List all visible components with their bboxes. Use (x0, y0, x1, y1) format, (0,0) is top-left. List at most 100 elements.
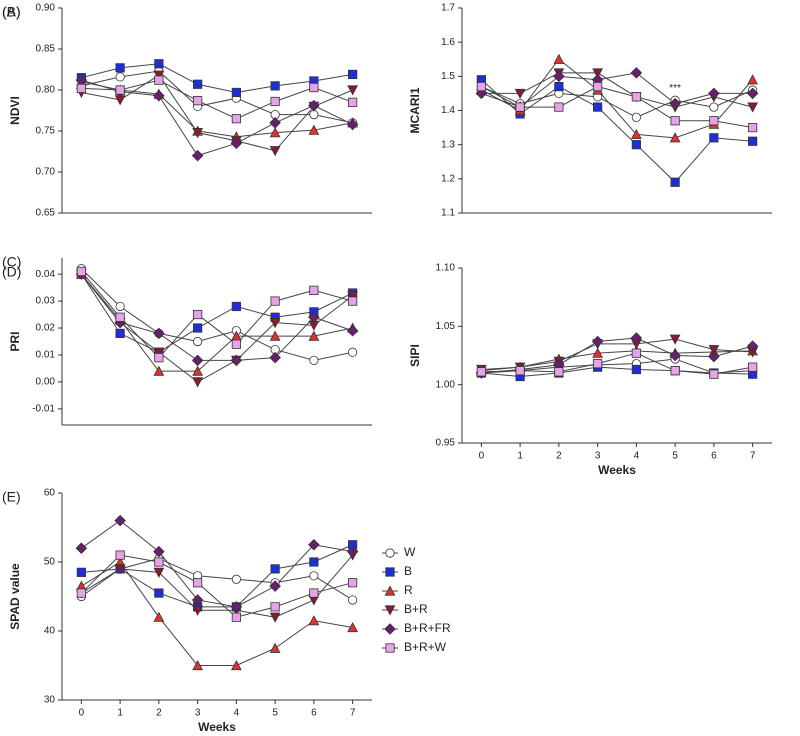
panel-label: (A) (2, 4, 21, 20)
series-line (481, 86, 753, 129)
marker (193, 96, 203, 106)
marker (708, 87, 720, 100)
y-tick-label: 1.7 (441, 3, 455, 14)
marker (554, 81, 564, 92)
y-axis-label: MCARI1 (408, 87, 422, 133)
marker (192, 659, 203, 671)
y-tick-label: 30 (44, 695, 56, 706)
x-tick-label: 6 (711, 451, 717, 462)
y-tick-label: -0.01 (32, 403, 55, 414)
marker (269, 117, 281, 129)
series-line (80, 273, 353, 383)
x-tick-label: 2 (156, 708, 162, 719)
marker (230, 354, 243, 367)
series-line (81, 554, 354, 618)
y-tick-label: 0.65 (36, 208, 56, 219)
x-tick-label: 5 (672, 451, 678, 462)
marker (631, 348, 641, 358)
marker (593, 359, 603, 369)
marker (76, 588, 86, 598)
marker (191, 149, 204, 162)
marker (747, 74, 758, 85)
marker (554, 367, 564, 377)
marker (115, 328, 125, 339)
panel: 0.95 1.00 1.05 1.10 0 1 2 3 4 5 6 7 Weeks SIPI (D) (2, 263, 772, 477)
marker (153, 70, 165, 81)
marker (630, 332, 643, 344)
marker (709, 133, 719, 143)
series-line (81, 558, 353, 601)
y-tick-label: 1.2 (441, 173, 455, 184)
x-tick-label: 0 (79, 708, 85, 719)
marker (269, 580, 281, 592)
marker (270, 564, 280, 574)
marker (593, 102, 603, 112)
marker (154, 557, 164, 567)
marker (748, 136, 758, 146)
marker (309, 285, 319, 295)
series-line (81, 74, 353, 152)
marker (308, 330, 320, 341)
y-tick-label: 0.80 (36, 85, 56, 96)
panel: 0.65 0.70 0.75 0.80 0.85 0.90 NDVI (A) (2, 3, 372, 219)
marker (348, 296, 358, 306)
x-tick-label: 2 (556, 451, 562, 462)
y-tick-label: 40 (44, 626, 56, 637)
marker (476, 367, 486, 377)
y-axis-label: NDVI (8, 96, 22, 125)
marker (269, 642, 281, 653)
marker (191, 594, 204, 606)
series-line (81, 554, 353, 618)
panel-label: (E) (2, 489, 21, 505)
marker (347, 291, 358, 302)
marker (193, 323, 203, 333)
marker (270, 81, 280, 91)
marker (348, 578, 358, 588)
y-tick-label: 1.1 (441, 208, 455, 219)
x-tick-label: 0 (479, 451, 485, 462)
marker (308, 124, 320, 135)
marker (76, 266, 86, 277)
marker (192, 365, 203, 376)
marker (153, 545, 165, 558)
marker (515, 366, 525, 376)
panel: 1.1 1.2 1.3 1.4 1.5 1.6 1.7 MCARI1 (B) *** (2, 3, 772, 219)
marker (153, 611, 165, 622)
marker (631, 364, 641, 375)
series-line (81, 81, 353, 138)
series-line (81, 519, 353, 608)
marker (669, 132, 681, 143)
marker (308, 615, 320, 626)
marker (747, 102, 758, 113)
series-line (81, 561, 353, 666)
x-tick-label: 1 (117, 708, 123, 719)
marker (193, 79, 203, 89)
y-tick-label: 0.03 (36, 296, 56, 307)
y-tick-label: 0.75 (36, 126, 56, 137)
marker (631, 92, 641, 102)
annotation: *** (669, 83, 681, 94)
legend-marker (385, 643, 395, 653)
marker (709, 369, 719, 379)
series-line (481, 352, 753, 375)
marker (746, 340, 759, 352)
series-line (81, 63, 353, 93)
series-line (80, 273, 353, 353)
marker (670, 177, 680, 187)
marker (115, 550, 125, 560)
y-tick-label: 1.00 (436, 379, 456, 390)
marker (231, 301, 241, 312)
marker (308, 538, 320, 551)
series-line (481, 358, 753, 374)
y-tick-label: 0.85 (36, 44, 56, 55)
marker (308, 99, 320, 112)
x-tick-label: 4 (634, 451, 640, 462)
marker (269, 330, 281, 341)
series-line (481, 337, 753, 374)
y-tick-label: 0.90 (36, 3, 56, 14)
x-tick-label: 4 (234, 708, 240, 719)
marker (669, 349, 681, 362)
panel: 30 40 50 60 0 1 2 3 4 5 6 7 Weeks SPAD value (E) WBR B+R… (2, 488, 451, 735)
marker (192, 377, 203, 388)
marker (748, 122, 758, 133)
